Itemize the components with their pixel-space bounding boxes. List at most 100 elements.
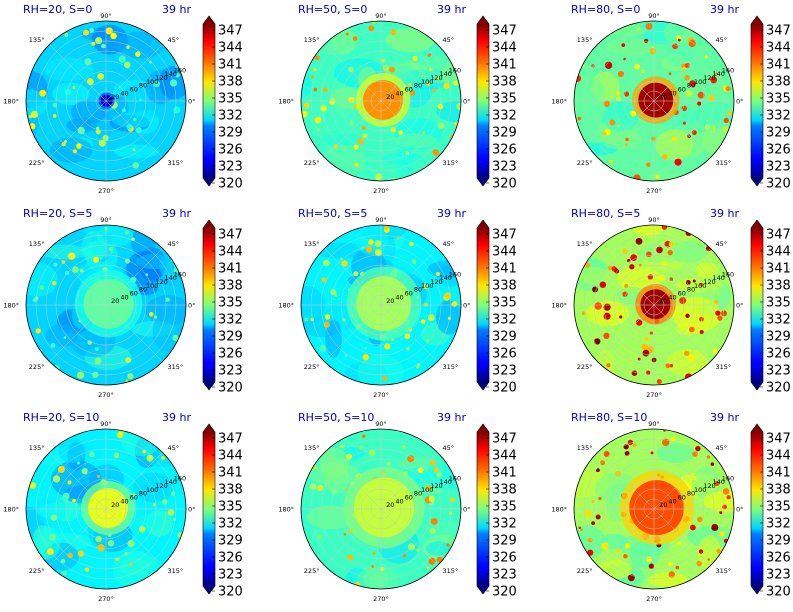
radial-tick-label: 40 bbox=[668, 89, 676, 97]
cell bbox=[646, 370, 651, 375]
cell bbox=[124, 258, 131, 264]
cell bbox=[697, 516, 703, 523]
colorbar-extend-min bbox=[477, 178, 489, 186]
cell bbox=[435, 271, 441, 277]
colorbar-tick-label: 332 bbox=[218, 517, 243, 532]
colorbar-tick-label: 341 bbox=[492, 466, 517, 481]
radial-tick-label: 100 bbox=[694, 78, 706, 86]
angle-tick-label: 0° bbox=[463, 98, 470, 106]
cell bbox=[321, 277, 327, 283]
cell bbox=[322, 87, 328, 93]
cell bbox=[358, 445, 363, 450]
angular-gridline bbox=[324, 248, 382, 306]
cell bbox=[679, 297, 687, 305]
cell bbox=[83, 29, 90, 36]
cell bbox=[148, 312, 154, 317]
cell bbox=[124, 551, 128, 556]
angle-tick-label: 135° bbox=[304, 240, 320, 248]
cell bbox=[437, 103, 444, 110]
radial-tick-label: 160 bbox=[449, 66, 461, 74]
cell bbox=[722, 126, 729, 133]
cell bbox=[600, 460, 606, 466]
cell bbox=[672, 43, 678, 50]
colorbar-tick-label: 320 bbox=[766, 585, 791, 600]
cell bbox=[50, 514, 58, 521]
cell bbox=[362, 434, 366, 438]
cell bbox=[685, 90, 693, 97]
colorbar-fill bbox=[203, 228, 215, 382]
colorbar-outline bbox=[750, 15, 764, 187]
cell bbox=[161, 455, 166, 460]
cell bbox=[162, 499, 168, 505]
colorbar-tick-label: 341 bbox=[492, 58, 517, 73]
cell bbox=[456, 102, 461, 110]
cell bbox=[407, 455, 415, 463]
angle-tick-label: 135° bbox=[29, 444, 45, 452]
field-blob bbox=[81, 230, 106, 265]
cell bbox=[364, 346, 367, 350]
colorbar-tick-label: 338 bbox=[766, 483, 791, 498]
polar-outline bbox=[573, 20, 735, 182]
field-blob bbox=[385, 341, 405, 355]
radial-tick-label: 60 bbox=[405, 86, 413, 94]
cell bbox=[577, 502, 582, 506]
colorbar-tick-label: 326 bbox=[492, 143, 517, 158]
cell bbox=[432, 149, 439, 156]
cell bbox=[408, 83, 412, 87]
field-blob bbox=[598, 130, 643, 150]
cell bbox=[29, 482, 37, 490]
radial-tick-label: 120 bbox=[703, 278, 715, 286]
cell bbox=[423, 283, 429, 290]
cell bbox=[113, 452, 120, 459]
angle-tick-label: 0° bbox=[463, 302, 470, 310]
angle-tick-label: 270° bbox=[98, 595, 114, 603]
field-blob bbox=[316, 242, 366, 259]
colorbar-tick-label: 347 bbox=[218, 432, 243, 447]
cell bbox=[641, 343, 649, 351]
cell bbox=[313, 68, 317, 72]
angle-tick-label: 180° bbox=[551, 98, 567, 106]
cell bbox=[579, 528, 584, 532]
time-label: 39 hr bbox=[162, 207, 191, 220]
cell bbox=[609, 119, 616, 126]
radial-tick-label: 40 bbox=[120, 497, 128, 505]
colorbar-tick-label: 323 bbox=[218, 160, 243, 175]
colorbar-tick-label: 326 bbox=[766, 347, 791, 362]
cell bbox=[97, 544, 105, 552]
cell bbox=[682, 66, 686, 70]
cell bbox=[699, 316, 704, 322]
cell bbox=[61, 142, 66, 147]
cell bbox=[110, 32, 117, 40]
radial-tick-label: 60 bbox=[130, 290, 138, 298]
cell bbox=[649, 331, 653, 335]
angle-tick-label: 0° bbox=[188, 302, 195, 310]
colorbar-tick-label: 326 bbox=[766, 143, 791, 158]
cell bbox=[374, 248, 382, 257]
angular-gridline bbox=[49, 248, 107, 306]
field-blob bbox=[58, 438, 87, 464]
cell bbox=[433, 467, 440, 473]
angle-tick-label: 270° bbox=[373, 187, 389, 195]
polar-outline bbox=[300, 428, 462, 590]
field-blob bbox=[676, 322, 702, 336]
colorbar-tick-label: 320 bbox=[766, 177, 791, 192]
cell bbox=[594, 302, 602, 310]
cell bbox=[301, 110, 308, 118]
cell bbox=[651, 136, 656, 141]
cell bbox=[323, 259, 330, 267]
colorbar-tick-label: 341 bbox=[766, 58, 791, 73]
colorbar-fill bbox=[477, 24, 489, 178]
cell bbox=[677, 38, 681, 42]
cell bbox=[632, 443, 637, 447]
field-blob bbox=[323, 462, 350, 494]
cell bbox=[624, 283, 629, 288]
colorbar-tick-label: 344 bbox=[766, 449, 791, 464]
cell bbox=[692, 475, 697, 481]
cell bbox=[101, 43, 106, 49]
cell bbox=[425, 338, 430, 343]
cell bbox=[92, 371, 99, 379]
radial-tick-label: 40 bbox=[120, 293, 128, 301]
cell bbox=[96, 126, 100, 130]
cell bbox=[50, 342, 56, 348]
